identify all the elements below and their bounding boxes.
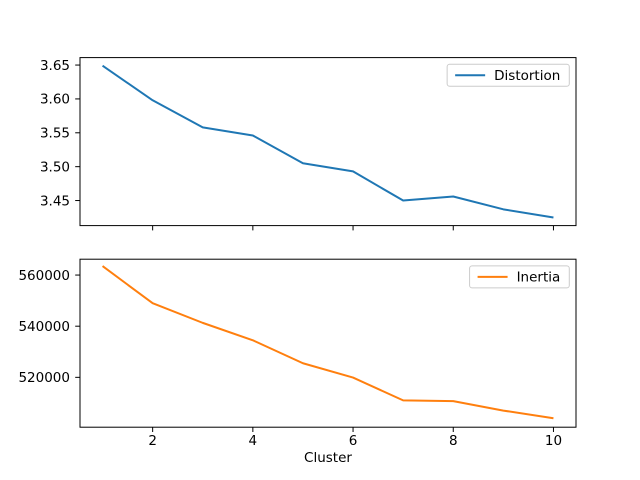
- axes-distortion: 3.45 3.50 3.55 3.60 3.65 Distortion: [40, 57, 577, 231]
- axes-inertia: 2 4 6 8 10 520000 540000 560000 Inertia: [18, 258, 577, 449]
- series-line-distortion: [101, 64, 554, 219]
- axes-container: 3.45 3.50 3.55 3.60 3.65 Distortion 2 4 6 8 10 5200…: [18, 57, 577, 449]
- legend-frame-distortion: [446, 63, 570, 87]
- x-tick-label: 2: [148, 433, 157, 449]
- x-tick-label: 6: [349, 433, 358, 449]
- y-tick-label: 520000: [18, 370, 70, 386]
- series-line-inertia: [101, 265, 554, 420]
- y-tick-label: 3.50: [40, 159, 70, 175]
- x-tick-label: 10: [545, 433, 562, 449]
- y-tick-label: 3.45: [40, 193, 70, 209]
- legend-label-inertia: Inertia: [517, 270, 561, 286]
- y-tick-label: 3.65: [40, 58, 70, 74]
- y-tick-label: 560000: [18, 268, 70, 284]
- legend-distortion: Distortion: [446, 63, 570, 87]
- y-tick-label: 540000: [18, 319, 70, 335]
- legend-inertia: Inertia: [469, 265, 570, 289]
- y-tick-label: 3.55: [40, 126, 70, 142]
- x-tick-label: 8: [449, 433, 458, 449]
- x-axis-label: Cluster: [304, 450, 352, 466]
- y-tick-label: 3.60: [40, 92, 70, 108]
- x-tick-label: 4: [249, 433, 258, 449]
- legend-label-distortion: Distortion: [494, 68, 560, 84]
- legend-frame-inertia: [469, 265, 570, 289]
